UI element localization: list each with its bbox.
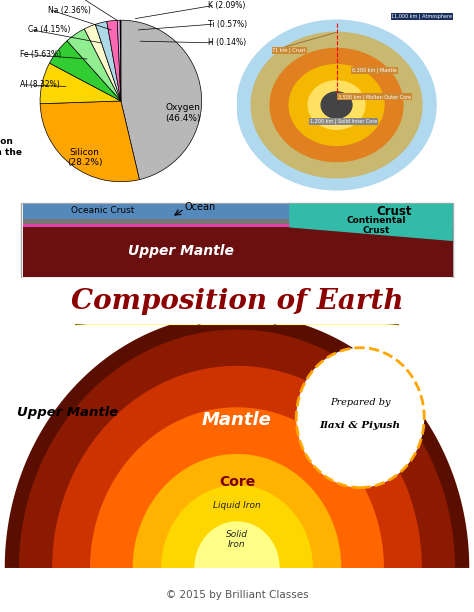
Text: H (0.14%): H (0.14%) — [208, 39, 246, 47]
Text: Al (8.32%): Al (8.32%) — [20, 80, 60, 89]
Polygon shape — [23, 204, 453, 219]
Text: © 2015 by Brilliant Classes: © 2015 by Brilliant Classes — [166, 590, 308, 600]
Polygon shape — [19, 329, 455, 568]
Circle shape — [296, 348, 424, 488]
Polygon shape — [5, 314, 469, 568]
FancyBboxPatch shape — [21, 203, 453, 278]
Polygon shape — [23, 219, 453, 224]
Text: 71 km | Crust: 71 km | Crust — [273, 48, 306, 53]
Circle shape — [308, 81, 365, 129]
Text: 6,300 km | Mantle: 6,300 km | Mantle — [352, 68, 397, 73]
Circle shape — [237, 20, 436, 190]
Text: Mantle: Mantle — [202, 411, 272, 429]
Text: Solid
Iron: Solid Iron — [226, 530, 248, 549]
Wedge shape — [49, 41, 121, 101]
Text: Composition of Earth: Composition of Earth — [71, 288, 403, 315]
Polygon shape — [23, 228, 453, 277]
Text: Ca (4.15%): Ca (4.15%) — [28, 25, 70, 34]
Wedge shape — [121, 20, 201, 179]
Text: Silicon
(28.2%): Silicon (28.2%) — [67, 148, 102, 167]
Text: Ilaxi & Piyush: Ilaxi & Piyush — [320, 421, 401, 430]
Wedge shape — [107, 20, 121, 101]
Circle shape — [251, 32, 422, 177]
Text: Fe (5.63%): Fe (5.63%) — [20, 50, 61, 59]
Text: 3,500 km | Molten Outer Core: 3,500 km | Molten Outer Core — [338, 94, 411, 100]
Polygon shape — [133, 454, 341, 568]
Wedge shape — [67, 29, 121, 101]
Text: 11,000 km | Atmosphere: 11,000 km | Atmosphere — [392, 13, 452, 19]
Text: Continental
Crust: Continental Crust — [347, 216, 406, 236]
Text: Ocean: Ocean — [185, 202, 216, 212]
Wedge shape — [120, 20, 121, 101]
Polygon shape — [161, 485, 313, 568]
Polygon shape — [23, 224, 453, 228]
Polygon shape — [52, 366, 422, 568]
Text: Oxygen
(46.4%): Oxygen (46.4%) — [165, 103, 201, 123]
Text: K (2.09%): K (2.09%) — [208, 1, 246, 10]
Circle shape — [270, 48, 403, 162]
Text: Upper Mantle: Upper Mantle — [128, 244, 234, 258]
Text: Na (2.36%): Na (2.36%) — [48, 6, 91, 15]
Text: 1,200 km | Solid Inner Core: 1,200 km | Solid Inner Core — [310, 119, 377, 124]
Text: Oceanic Crust: Oceanic Crust — [71, 206, 135, 215]
Polygon shape — [194, 521, 280, 568]
Wedge shape — [95, 21, 121, 101]
Wedge shape — [117, 20, 121, 101]
Wedge shape — [40, 63, 121, 103]
Text: Liquid Iron: Liquid Iron — [213, 501, 261, 510]
Wedge shape — [40, 101, 139, 182]
Text: Core: Core — [219, 476, 255, 490]
Wedge shape — [84, 24, 121, 101]
Polygon shape — [76, 314, 398, 324]
Polygon shape — [289, 204, 453, 241]
Text: Most common
elements in the
crust: Most common elements in the crust — [0, 137, 21, 167]
Text: Upper Mantle: Upper Mantle — [17, 406, 118, 419]
Text: Ti (0.57%): Ti (0.57%) — [208, 20, 247, 29]
Circle shape — [321, 92, 352, 118]
Polygon shape — [90, 408, 384, 568]
Text: Prepared by: Prepared by — [330, 398, 391, 406]
Circle shape — [289, 65, 384, 146]
Text: Crust: Crust — [376, 204, 412, 217]
